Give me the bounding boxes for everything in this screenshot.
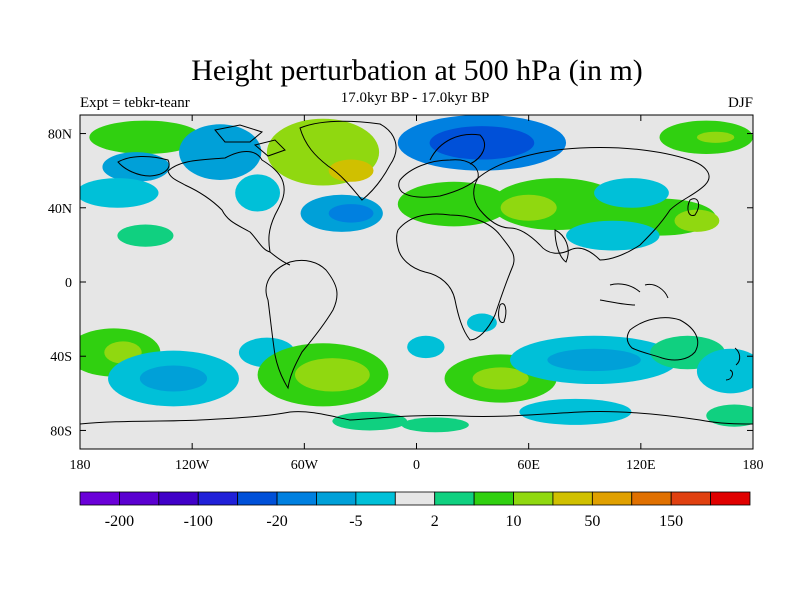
lat-tick-label: 40S — [50, 350, 72, 365]
anomaly-region — [235, 174, 281, 212]
colorbar-swatch — [158, 491, 199, 506]
anomaly-region — [294, 358, 370, 392]
colorbar-tick-label: 150 — [659, 513, 683, 530]
colorbar-swatch — [670, 491, 711, 506]
lat-tick-label: 0 — [65, 276, 72, 291]
coastline-alaska — [117, 156, 170, 177]
colorbar-swatch — [79, 491, 120, 506]
colorbar-swatch — [710, 491, 751, 506]
longitude-ticks: 180 120W 60W 0 60E 120E 180 — [70, 115, 764, 473]
anomaly-region — [397, 181, 510, 227]
lon-tick-label: 180 — [70, 458, 91, 473]
anomaly-region — [328, 204, 374, 223]
coastline-new-zealand — [725, 347, 741, 381]
anomaly-region — [401, 417, 469, 433]
coastline-antarctica — [80, 410, 753, 425]
colorbar-tick-label: 10 — [506, 513, 522, 530]
coastlines — [80, 120, 753, 425]
anomaly-region — [179, 124, 262, 180]
coastline-south-america — [265, 259, 338, 390]
coastline-scandinavia — [429, 133, 485, 165]
colorbar-tick-label: 2 — [431, 513, 439, 530]
experiment-label: Expt = tebkr-teanr — [80, 95, 190, 111]
colorbar-swatch — [394, 491, 436, 506]
anomaly-region — [706, 404, 753, 427]
figure-subtitle: 17.0kyr BP - 17.0kyr BP — [341, 90, 490, 106]
colorbar-swatch — [355, 491, 396, 506]
coastline-madagascar — [498, 303, 507, 324]
coastline-north-america — [167, 151, 285, 253]
colorbar-swatch — [316, 491, 357, 506]
anomaly-region — [80, 178, 159, 208]
colorbar-swatch — [276, 491, 317, 506]
anomaly-region — [102, 152, 170, 182]
anomaly-region — [89, 120, 202, 154]
colorbar-swatch — [434, 491, 475, 506]
colorbar: -200 -100 -20 -5 2 10 50 150 — [79, 491, 751, 530]
lon-tick-label: 180 — [743, 458, 764, 473]
season-label: DJF — [728, 95, 753, 111]
anomaly-region — [566, 220, 660, 251]
colorbar-tick-label: -200 — [105, 513, 134, 530]
coastline-asia — [473, 147, 710, 261]
colorbar-swatch — [197, 491, 239, 506]
anomaly-region — [139, 365, 208, 392]
anomaly-region — [472, 367, 529, 390]
coastline-india — [554, 229, 569, 263]
colorbar-swatch — [591, 491, 633, 506]
coastline-australia — [626, 317, 699, 361]
colorbar-swatch — [631, 491, 672, 506]
lat-tick-label: 40N — [48, 202, 72, 217]
anomaly-region — [328, 159, 374, 182]
colorbar-swatch — [119, 491, 160, 506]
colorbar-tick-label: 50 — [584, 513, 600, 530]
anomaly-region — [696, 131, 735, 143]
map-panel: 80N 40N 0 40S 80S 180 120W 60W 0 60E 120E 180 — [48, 114, 764, 473]
lon-tick-label: 0 — [413, 458, 420, 473]
coastline-africa — [396, 213, 515, 341]
colorbar-swatch — [513, 491, 554, 506]
lat-tick-label: 80N — [48, 128, 72, 143]
anomaly-region — [696, 348, 753, 394]
coastline-greenland — [299, 120, 397, 201]
colorbar-swatches — [79, 491, 751, 506]
figure-title: Height perturbation at 500 hPa (in m) — [191, 54, 643, 87]
colorbar-swatch — [552, 491, 593, 506]
lon-tick-label: 120E — [626, 458, 656, 473]
coastline-europe — [398, 159, 479, 198]
anomaly-region — [500, 194, 557, 221]
lon-tick-label: 60E — [517, 458, 540, 473]
latitude-ticks: 80N 40N 0 40S 80S — [48, 128, 753, 439]
lon-tick-label: 60W — [291, 458, 319, 473]
anomaly-contours — [80, 115, 753, 433]
lon-tick-label: 120W — [175, 458, 210, 473]
colorbar-swatch — [237, 491, 278, 506]
colorbar-tick-label: -20 — [266, 513, 287, 530]
colorbar-swatch — [473, 491, 514, 506]
anomaly-region — [407, 335, 445, 359]
anomaly-region — [674, 209, 720, 232]
colorbar-labels: -200 -100 -20 -5 2 10 50 150 — [105, 513, 683, 530]
coastline-central-america — [269, 251, 291, 266]
anomaly-region — [466, 313, 497, 333]
coastline-indonesia — [599, 283, 669, 306]
coastline-japan — [687, 198, 700, 217]
coastline-arctic-islands — [214, 124, 286, 157]
anomaly-region — [429, 126, 535, 160]
anomaly-region — [332, 411, 408, 431]
lat-tick-label: 80S — [50, 424, 72, 439]
colorbar-tick-label: -5 — [349, 513, 362, 530]
anomaly-region — [117, 224, 174, 247]
anomaly-region — [547, 348, 641, 372]
anomaly-region — [594, 178, 669, 208]
colorbar-tick-label: -100 — [184, 513, 213, 530]
